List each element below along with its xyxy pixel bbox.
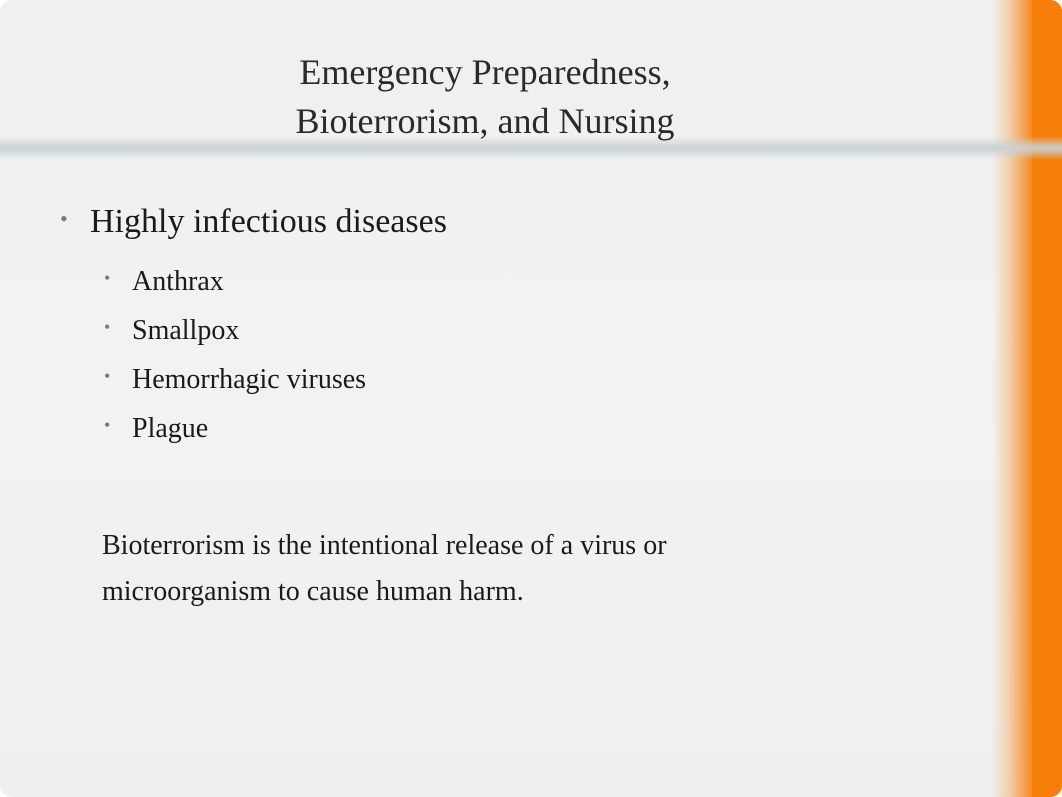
- heading-text: Highly infectious diseases: [90, 203, 447, 240]
- right-accent-bar: [992, 0, 1062, 797]
- subitem-text: Anthrax: [132, 266, 224, 297]
- subitem-text: Hemorrhagic viruses: [132, 364, 366, 395]
- slide-title: Emergency Preparedness, Bioterrorism, an…: [0, 48, 970, 145]
- bullet-list-level2: Anthrax Smallpox Hemorrhagic viruses Pla…: [90, 257, 760, 453]
- list-item-heading: Highly infectious diseases Anthrax Small…: [60, 196, 760, 453]
- bullet-list-level1: Highly infectious diseases Anthrax Small…: [60, 196, 760, 453]
- list-item: Anthrax: [104, 257, 760, 306]
- slide: Emergency Preparedness, Bioterrorism, an…: [0, 0, 1062, 797]
- subitem-text: Smallpox: [132, 315, 239, 346]
- subitem-text: Plague: [132, 413, 208, 444]
- definition-paragraph: Bioterrorism is the intentional release …: [102, 523, 682, 615]
- list-item: Hemorrhagic viruses: [104, 355, 760, 404]
- title-line-2: Bioterrorism, and Nursing: [296, 101, 675, 141]
- title-line-1: Emergency Preparedness,: [299, 52, 670, 92]
- content-area: Highly infectious diseases Anthrax Small…: [60, 196, 760, 615]
- list-item: Plague: [104, 404, 760, 453]
- title-container: Emergency Preparedness, Bioterrorism, an…: [0, 48, 970, 145]
- list-item: Smallpox: [104, 306, 760, 355]
